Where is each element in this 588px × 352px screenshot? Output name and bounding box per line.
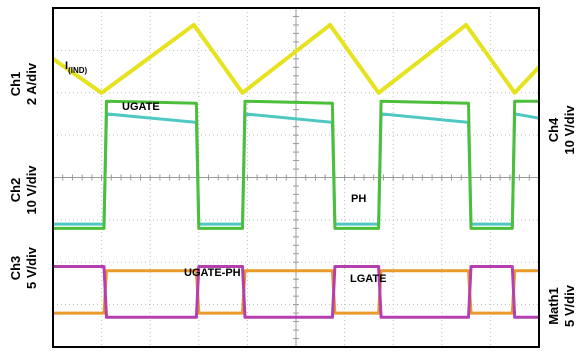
trace-label-ph: PH: [351, 193, 366, 205]
ch3-scale: 5 V/div: [24, 246, 39, 289]
math1-name: Math1: [546, 287, 561, 325]
ch1-scale: 2 A/div: [24, 62, 39, 105]
trace-label-ugate-ph: UGATE-PH: [184, 267, 241, 279]
math1-label: Math1 5 V/div: [546, 284, 577, 327]
plot-frame: [52, 7, 540, 348]
ch3-name: Ch3: [8, 256, 23, 281]
ch1-name: Ch1: [8, 72, 23, 97]
math1-scale: 5 V/div: [562, 284, 577, 327]
trace-lgate: [53, 265, 539, 319]
trace-ugate: [53, 99, 539, 230]
trace-label-ugate: UGATE: [122, 101, 160, 113]
trace-label-lgate: LGATE: [350, 273, 386, 285]
trace-label-i-ind: I(IND): [65, 60, 88, 75]
traces: [51, 22, 541, 319]
ch2-name: Ch2: [8, 178, 23, 203]
ch1-label: Ch1 2 A/div: [8, 62, 39, 105]
trace-label-i-ind-main: I: [65, 60, 68, 72]
ch4-name: Ch4: [546, 117, 561, 142]
ch2-scale: 10 V/div: [24, 165, 39, 215]
grid: [52, 7, 540, 348]
trace-label-i-ind-sub: (IND): [68, 66, 87, 75]
ch3-label: Ch3 5 V/div: [8, 246, 39, 289]
trace-i-ind: [51, 22, 541, 95]
ch4-scale: 10 V/div: [562, 105, 577, 155]
ch2-label: Ch2 10 V/div: [8, 165, 39, 215]
ch4-label: Ch4 10 V/div: [546, 105, 577, 155]
